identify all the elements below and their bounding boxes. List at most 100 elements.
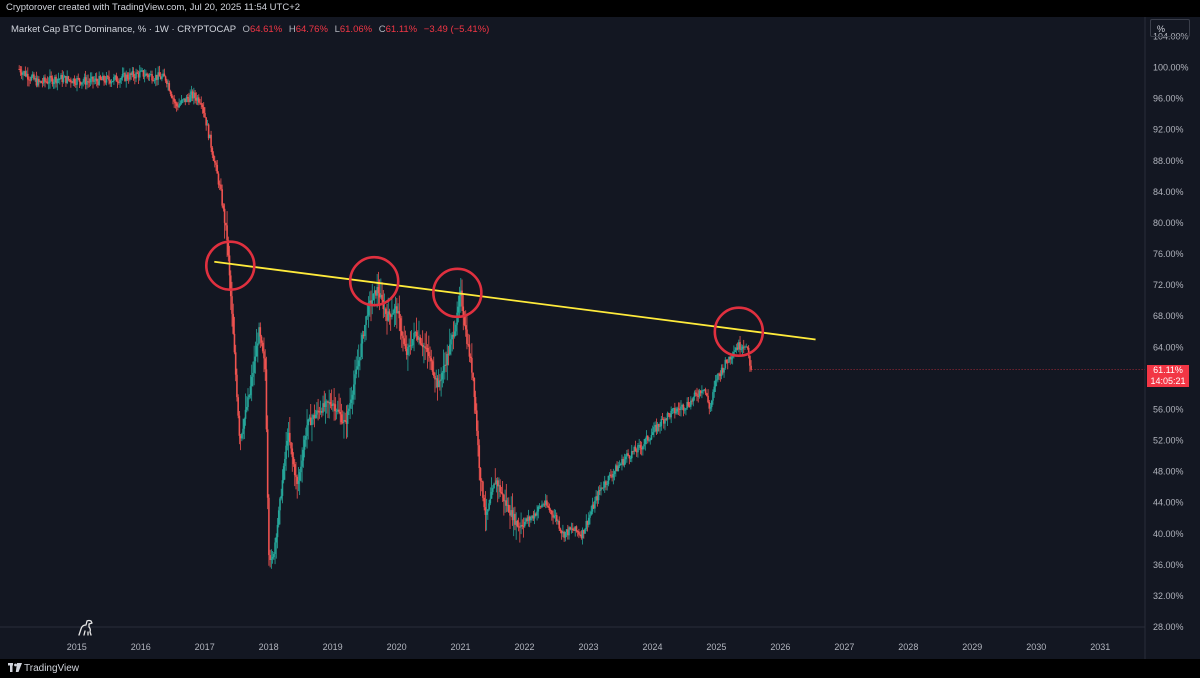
candle-body bbox=[209, 134, 211, 139]
candle-body bbox=[633, 446, 636, 452]
price-scale-mode-button[interactable]: % bbox=[1150, 19, 1190, 37]
candle-body bbox=[252, 372, 254, 377]
price-tick-label: 52.00% bbox=[1153, 436, 1184, 446]
price-axis[interactable]: 104.00%100.00%96.00%92.00%88.00%84.00%80… bbox=[1153, 31, 1189, 632]
candle-body bbox=[152, 80, 155, 82]
candle-body bbox=[391, 314, 393, 317]
candle-body bbox=[280, 495, 283, 499]
candle-body bbox=[42, 77, 45, 83]
candle-body bbox=[515, 520, 517, 525]
highlight-circle[interactable] bbox=[432, 267, 483, 319]
candle-body bbox=[105, 76, 108, 83]
time-tick-label: 2015 bbox=[67, 642, 87, 652]
candle-body bbox=[293, 464, 296, 476]
candle-body bbox=[138, 71, 141, 78]
candle-body bbox=[442, 366, 445, 373]
price-tick-label: 56.00% bbox=[1153, 404, 1184, 414]
candle-body bbox=[140, 70, 142, 72]
candle-body bbox=[622, 458, 624, 465]
candle-body bbox=[72, 78, 75, 84]
candle-body bbox=[102, 76, 104, 81]
candle-body bbox=[190, 91, 193, 95]
candle-body bbox=[548, 507, 551, 511]
candle-body bbox=[94, 78, 97, 81]
candle-body bbox=[79, 81, 82, 85]
candle-body bbox=[343, 420, 345, 423]
candle-body bbox=[274, 542, 276, 554]
price-tick-label: 64.00% bbox=[1153, 342, 1184, 352]
candle-body bbox=[266, 429, 269, 498]
candle-body bbox=[362, 334, 365, 337]
time-tick-label: 2017 bbox=[195, 642, 215, 652]
candle-body bbox=[381, 294, 383, 300]
candle-body bbox=[130, 73, 132, 75]
candle-body bbox=[290, 442, 292, 449]
candle-body bbox=[501, 493, 504, 495]
candle-body bbox=[602, 487, 605, 489]
candle-body bbox=[645, 435, 648, 439]
candle-body bbox=[589, 514, 591, 518]
candle-body bbox=[435, 378, 438, 380]
candle-body bbox=[491, 488, 494, 492]
candle-body bbox=[495, 480, 498, 484]
candle-body bbox=[729, 356, 732, 360]
candle-body bbox=[111, 80, 114, 82]
candle-body bbox=[113, 77, 115, 81]
candle-body bbox=[46, 81, 49, 84]
candle-body bbox=[564, 531, 567, 538]
candle-body bbox=[402, 335, 404, 339]
price-chart[interactable]: 104.00%100.00%96.00%92.00%88.00%84.00%80… bbox=[0, 17, 1200, 659]
candle-body bbox=[437, 380, 440, 388]
candle-body bbox=[701, 391, 703, 394]
candle-body bbox=[226, 225, 228, 241]
candle-body bbox=[237, 397, 239, 416]
candle-body bbox=[543, 504, 546, 506]
candle-body bbox=[482, 481, 484, 498]
candle-body bbox=[590, 511, 592, 515]
time-axis[interactable]: 2015 2016 2017 2018 2019 2020 2021 2022 2023 2024… bbox=[67, 642, 1110, 652]
candle-body bbox=[328, 402, 330, 403]
highlight-circle[interactable] bbox=[204, 240, 256, 291]
candle-body bbox=[430, 357, 433, 362]
candle-body bbox=[184, 98, 187, 103]
footer-brand[interactable]: TradingView bbox=[24, 663, 80, 674]
tradingview-logo-icon[interactable] bbox=[8, 662, 22, 673]
candle-body bbox=[181, 99, 184, 101]
candle-body bbox=[628, 455, 631, 459]
candle-body bbox=[738, 342, 740, 350]
candle-body bbox=[517, 526, 520, 528]
candle-body bbox=[587, 517, 590, 525]
candle-body bbox=[399, 318, 402, 331]
candle-body bbox=[407, 347, 409, 355]
candle-body bbox=[408, 345, 410, 348]
candle-body bbox=[88, 81, 91, 83]
candle-body bbox=[662, 419, 665, 424]
candle-body bbox=[554, 515, 557, 516]
highlight-circle[interactable] bbox=[348, 255, 400, 307]
candle-body bbox=[354, 374, 356, 385]
candle-body bbox=[396, 306, 398, 314]
credit-text: Cryptorover created with TradingView.com… bbox=[6, 2, 301, 13]
candle-body bbox=[122, 73, 125, 74]
candle-body bbox=[558, 520, 561, 529]
highlight-circle[interactable] bbox=[713, 306, 765, 358]
candle-body bbox=[466, 329, 468, 344]
candle-body bbox=[555, 515, 558, 521]
high-value: 64.76% bbox=[295, 24, 328, 35]
candle-body bbox=[241, 433, 243, 439]
bar-countdown: 14:05:21 bbox=[1150, 375, 1186, 386]
candle-body bbox=[285, 445, 287, 459]
candle-body bbox=[397, 311, 399, 314]
candle-body bbox=[648, 440, 650, 441]
candle-body bbox=[384, 308, 387, 314]
candle-body bbox=[750, 365, 752, 370]
candle-body bbox=[322, 403, 324, 413]
candle-body bbox=[316, 410, 318, 415]
candle-body bbox=[159, 76, 162, 80]
candle-body bbox=[690, 400, 692, 407]
candle-body bbox=[158, 72, 161, 77]
time-tick-label: 2024 bbox=[642, 642, 662, 652]
chart-area[interactable]: 104.00% 100.00% 96.00% 92.00% 88.00% 84.00% 80… bbox=[0, 17, 1200, 659]
candle-body bbox=[611, 476, 613, 478]
candle-body bbox=[586, 521, 589, 525]
